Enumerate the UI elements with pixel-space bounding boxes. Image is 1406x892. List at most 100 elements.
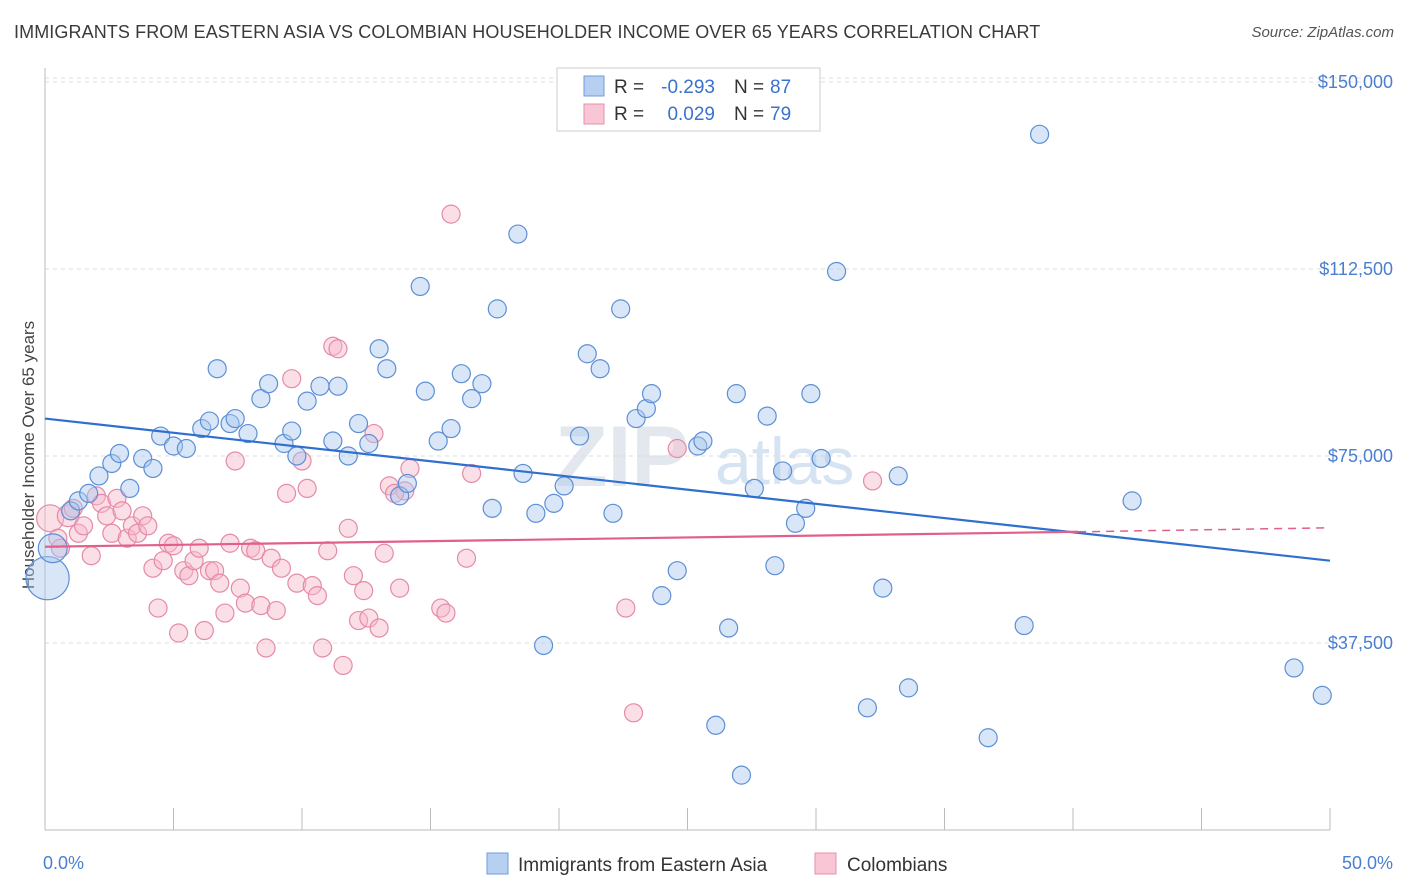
point-colombians-9 [91,493,112,513]
point-colombians-19 [143,558,163,578]
point-colombians-78 [384,483,405,503]
point-eastern-asia-81 [1014,615,1034,636]
point-colombians-66 [390,578,410,598]
bottom-legend-swatch-pink [814,852,837,875]
watermark-atlas: atlas [715,424,854,498]
point-eastern-asia-43 [482,498,502,518]
point-eastern-asia-39 [441,418,461,439]
point-eastern-asia-0 [25,555,70,601]
point-colombians-55 [328,339,348,359]
point-colombians-49 [297,478,317,499]
point-colombians-61 [359,608,379,628]
point-colombians-24 [169,623,189,643]
point-eastern-asia-30 [348,413,369,434]
point-colombians-37 [235,593,256,613]
point-colombians-36 [230,578,250,598]
point-colombians-56 [333,655,353,676]
point-eastern-asia-85 [1312,685,1332,705]
point-eastern-asia-29 [338,446,358,466]
y-axis-label: Householder Income Over 65 years [19,321,38,589]
point-colombians-43 [266,600,286,621]
point-colombians-30 [199,561,220,581]
x-tick-label-1: 50.0% [1342,853,1393,873]
point-colombians-77 [862,471,883,491]
point-colombians-51 [307,586,328,606]
point-eastern-asia-19 [238,423,258,444]
point-colombians-52 [312,638,333,658]
point-eastern-asia-21 [258,374,279,394]
point-eastern-asia-51 [569,426,590,446]
chart-title: IMMIGRANTS FROM EASTERN ASIA VS COLOMBIA… [14,22,1041,42]
bottom-legend-label-pink: Colombians [847,855,947,876]
point-colombians-11 [102,523,122,543]
point-colombians-17 [133,506,153,526]
point-colombians-54 [323,336,343,356]
point-eastern-asia-44 [487,299,507,319]
point-colombians-70 [436,603,456,623]
point-colombians-10 [97,506,117,526]
point-colombians-29 [194,620,214,641]
point-eastern-asia-32 [369,339,389,359]
watermark-zip: ZIP [555,409,689,505]
point-eastern-asia-42 [472,374,492,394]
point-colombians-22 [158,533,178,553]
point-eastern-asia-47 [526,503,546,523]
point-eastern-asia-63 [706,715,726,735]
point-colombians-42 [261,548,281,568]
point-colombians-62 [364,423,384,444]
point-eastern-asia-41 [462,389,482,409]
point-eastern-asia-78 [888,466,908,486]
point-colombians-33 [215,603,235,623]
point-eastern-asia-33 [377,359,397,379]
point-eastern-asia-27 [323,431,343,451]
correlation-legend: R = -0.293 N = 87 R = 0.029 N = 79 [556,67,821,132]
point-colombians-50 [302,576,322,596]
legend-r-value-pink: 0.029 [667,104,715,125]
point-eastern-asia-23 [282,421,302,441]
trend-lines [44,417,1331,562]
point-colombians-75 [623,703,644,723]
point-colombians-35 [225,451,245,471]
point-colombians-32 [210,573,230,593]
point-eastern-asia-37 [415,381,435,401]
point-eastern-asia-5 [89,466,109,486]
point-eastern-asia-80 [978,728,998,748]
legend-swatch-blue [583,75,605,97]
point-colombians-46 [282,369,302,389]
grid-lines [45,77,1365,644]
point-colombians-6 [73,516,94,536]
point-eastern-asia-62 [693,431,713,451]
point-eastern-asia-46 [513,463,533,484]
point-colombians-12 [107,488,127,508]
point-colombians-73 [462,463,482,484]
point-eastern-asia-77 [873,578,893,598]
point-eastern-asia-1 [37,533,68,564]
point-colombians-26 [179,566,199,586]
trend-line-colombians [44,530,1079,548]
point-eastern-asia-45 [508,224,528,244]
y-tick-label-2: $112,500 [1319,259,1393,279]
point-eastern-asia-74 [811,448,831,469]
y-tick-label-0: $37,500 [1328,633,1393,653]
point-eastern-asia-73 [801,384,821,404]
point-eastern-asia-69 [765,556,785,576]
point-eastern-asia-13 [176,438,196,459]
point-eastern-asia-76 [857,698,878,718]
point-eastern-asia-10 [143,458,163,479]
point-colombians-31 [205,561,225,581]
point-colombians-27 [184,551,204,571]
point-colombians-63 [369,618,389,638]
point-colombians-71 [441,204,461,224]
point-colombians-72 [456,548,477,568]
legend-n-value-blue: 87 [770,77,791,98]
point-eastern-asia-67 [744,478,764,499]
point-eastern-asia-36 [410,276,430,297]
point-eastern-asia-48 [533,635,554,656]
point-colombians-57 [338,518,358,538]
point-eastern-asia-66 [731,765,752,785]
point-eastern-asia-35 [397,473,417,494]
point-eastern-asia-83 [1122,491,1142,511]
point-eastern-asia-15 [199,411,220,431]
point-eastern-asia-38 [428,431,448,451]
